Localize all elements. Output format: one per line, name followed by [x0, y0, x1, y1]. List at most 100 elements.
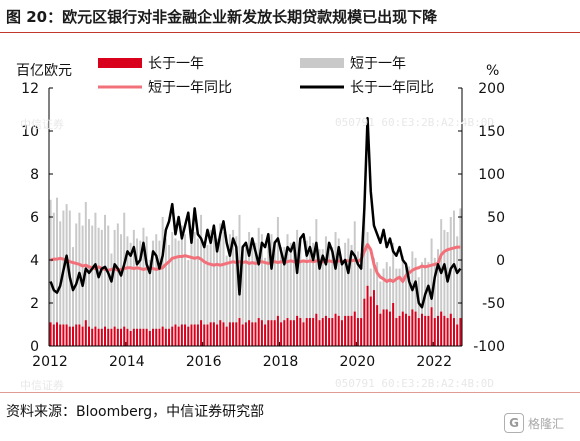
bar-long-term: [248, 320, 251, 346]
left-tick-label: 12: [21, 81, 39, 97]
bar-long-term: [379, 313, 382, 346]
bar-long-term: [260, 320, 263, 346]
bar-long-term: [180, 324, 183, 346]
legend-label-short-yoy: 短于一年同比: [148, 80, 232, 96]
bar-short-term: [228, 234, 231, 346]
bar-short-term: [267, 238, 270, 346]
bar-short-term: [424, 257, 427, 346]
bar-long-term: [446, 318, 449, 346]
bar-short-term: [388, 266, 391, 346]
legend-swatch-long-bar: [98, 58, 142, 68]
bar-short-term: [212, 236, 215, 346]
bar-short-term: [123, 212, 126, 346]
bar-long-term: [168, 328, 171, 346]
bar-long-term: [459, 318, 462, 346]
bar-long-term: [62, 324, 65, 346]
bar-long-term: [145, 328, 148, 346]
bar-long-term: [81, 326, 84, 346]
bar-long-term: [222, 322, 225, 346]
watermark-right-bottom: 050791 60:E3:2B:A2:4B:0D: [335, 377, 494, 390]
bar-short-term: [148, 260, 151, 346]
bar-short-term: [404, 262, 407, 346]
bar-short-term: [235, 236, 238, 346]
bar-long-term: [440, 311, 443, 346]
bar-short-term: [334, 232, 337, 346]
bar-long-term: [299, 318, 302, 346]
left-axis-unit: 百亿欧元: [16, 63, 72, 79]
bar-short-term: [433, 257, 436, 346]
bar-short-term: [139, 240, 142, 346]
bar-long-term: [385, 309, 388, 346]
bar-short-term: [203, 242, 206, 346]
bar-short-term: [110, 253, 113, 346]
bar-short-term: [427, 262, 430, 346]
bar-long-term: [94, 326, 97, 346]
bar-long-term: [292, 320, 295, 346]
bar-long-term: [308, 318, 311, 346]
bar-long-term: [148, 330, 151, 346]
bar-long-term: [276, 315, 279, 346]
bar-short-term: [120, 234, 123, 346]
bar-long-term: [427, 315, 430, 346]
bar-short-term: [78, 212, 81, 346]
bar-long-term: [424, 315, 427, 346]
line-long-term-yoy: [49, 116, 462, 309]
bar-short-term: [222, 232, 225, 346]
bar-short-term: [446, 232, 449, 346]
bar-long-term: [203, 324, 206, 346]
bar-long-term: [408, 315, 411, 346]
bar-long-term: [289, 320, 292, 346]
bar-long-term: [56, 322, 58, 346]
gelonghui-logo: G 格隆汇: [504, 412, 564, 434]
bar-short-term: [292, 244, 295, 346]
x-tick-label: 2014: [109, 354, 145, 370]
bar-short-term: [196, 238, 199, 346]
bar-long-term: [100, 328, 103, 346]
bar-long-term: [177, 326, 180, 346]
bar-short-term: [232, 229, 235, 346]
logo-text: 格隆汇: [528, 416, 565, 431]
bar-short-term: [392, 242, 395, 346]
bar-short-term: [318, 249, 321, 346]
bar-long-term: [369, 296, 372, 346]
bar-short-term: [219, 223, 222, 346]
legend-swatch-short-bar: [300, 58, 344, 68]
bar-short-term: [270, 234, 273, 346]
bar-long-term: [324, 315, 327, 346]
bar-short-term: [190, 236, 193, 346]
source-note: 资料来源：Bloomberg，中信证券研究部: [6, 404, 265, 420]
bar-short-term: [315, 219, 318, 346]
bar-short-term: [376, 262, 379, 346]
bar-short-term: [283, 247, 286, 346]
bar-short-term: [459, 208, 462, 346]
bar-long-term: [398, 315, 401, 346]
bar-short-term: [251, 240, 254, 346]
bar-long-term: [251, 322, 254, 346]
bar-short-term: [65, 204, 68, 346]
bar-long-term: [158, 328, 161, 346]
bar-short-term: [456, 236, 459, 346]
logo-icon: G: [504, 413, 524, 433]
right-tick-label: -50: [482, 296, 505, 312]
bar-short-term: [289, 242, 292, 346]
bar-long-term: [411, 309, 414, 346]
bar-short-term: [216, 238, 219, 346]
bottom-divider: [0, 392, 580, 393]
bar-short-term: [209, 229, 212, 346]
bar-short-term: [97, 227, 100, 346]
bar-long-term: [331, 318, 334, 346]
bar-long-term: [75, 324, 78, 346]
x-tick-label: 2018: [263, 354, 299, 370]
bar-short-term: [440, 219, 443, 346]
bar-long-term: [401, 311, 404, 346]
bar-short-term: [308, 236, 311, 346]
bar-long-term: [68, 326, 71, 346]
bar-short-term: [356, 251, 359, 346]
bar-long-term: [113, 326, 116, 346]
bar-long-term: [116, 328, 119, 346]
x-tick-label: 2020: [340, 354, 376, 370]
bar-short-term: [398, 268, 401, 346]
bar-long-term: [296, 315, 299, 346]
bar-long-term: [232, 322, 235, 346]
bar-long-term: [152, 328, 155, 346]
